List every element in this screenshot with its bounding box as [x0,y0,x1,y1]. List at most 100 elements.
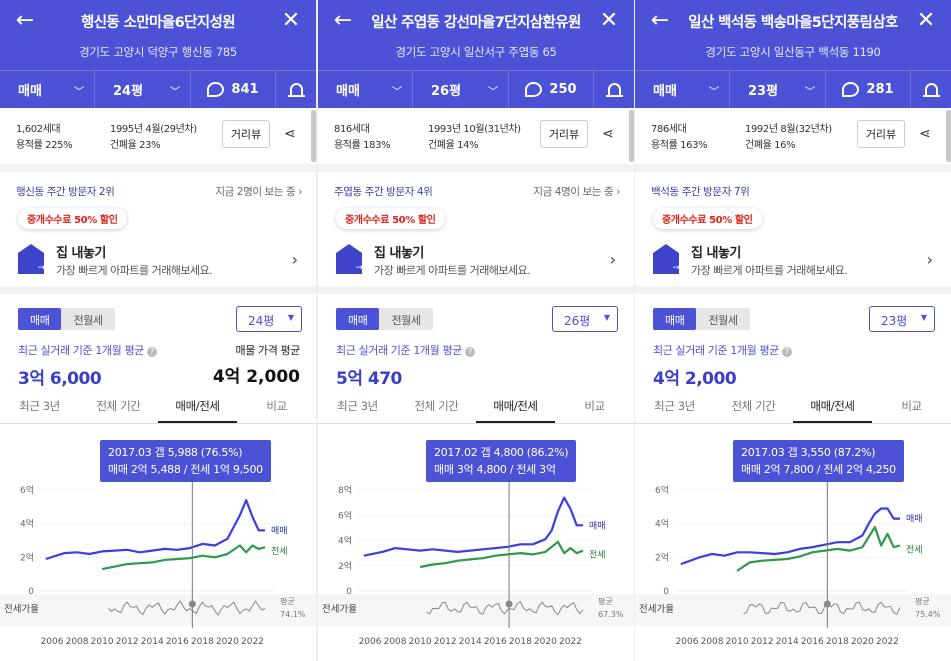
chevron-right-icon: › [291,250,298,269]
street-view-button[interactable]: 거리뷰 [857,120,905,148]
size-select[interactable]: 24평 ﹀ [95,71,191,108]
comments-button[interactable]: 841 [191,71,276,108]
tab-all-period[interactable]: 전체 기간 [731,399,776,413]
help-icon[interactable]: ? [464,347,475,357]
discount-badge: 중개수수료 50% 할인 [18,208,127,229]
floor-area-ratio: 용적률 225% [16,140,73,151]
sell-promo-card[interactable]: 중개수수료 50% 할인 집 내놓기 가장 빠르게 아파트를 거래해보세요. › [0,202,316,294]
deal-type-label: 매매 [336,84,360,99]
toggle-rent[interactable]: 전월세 [73,314,103,327]
size-label: 26평 [431,84,462,99]
tab-sale-vs-jeonse[interactable]: 매매/전세 [158,390,237,423]
series-line-sale [45,498,265,561]
listing-avg-value: 4억 2,000 [212,367,300,387]
tab-recent-3y[interactable]: 최근 3년 [337,399,378,413]
close-icon[interactable]: ✕ [281,8,301,33]
series-label: 매매 [589,520,606,531]
help-icon[interactable]: ? [781,347,792,357]
tab-all-period[interactable]: 전체 기간 [96,399,141,413]
deal-type-select[interactable]: 매매 ﹀ [318,71,413,108]
deal-type-select[interactable]: 매매 ﹀ [0,71,95,108]
filter-row: 매매 ﹀ 26평 ﹀ 250 [318,70,634,108]
back-arrow-icon[interactable]: ← [650,8,670,33]
promo-title: 집 내놓기 [56,246,106,261]
toggle-rent[interactable]: 전월세 [391,314,421,327]
apartment-panel-3: ← 일산 백석동 백송마을5단지풍림삼호 ✕ 경기도 고양시 일산동구 백석동 … [635,0,951,661]
toggle-rent[interactable]: 전월세 [708,314,738,327]
tab-sale-vs-jeonse[interactable]: 매매/전세 [476,390,555,423]
tab-recent-3y[interactable]: 최근 3년 [19,399,60,413]
notification-button[interactable] [911,71,951,108]
x-tick-label: 2010 [726,637,749,647]
close-icon[interactable]: ✕ [599,8,619,33]
tab-compare[interactable]: 비교 [584,399,605,413]
comments-count: 841 [231,82,259,97]
back-arrow-icon[interactable]: ← [333,8,353,33]
live-viewers-link[interactable]: 지금 4명이 보는 중 › [533,186,620,198]
scrollbar[interactable] [311,110,316,162]
toggle-sale[interactable]: 매매 [18,308,62,330]
share-icon[interactable]: ⋖ [284,126,296,142]
sell-promo-card[interactable]: 중개수수료 50% 할인 집 내놓기 가장 빠르게 아파트를 거래해보세요. › [318,202,634,294]
close-icon[interactable]: ✕ [916,8,936,33]
share-icon[interactable]: ⋖ [602,126,614,142]
price-chart[interactable]: 8억 6억 4억 2억 0 전세가율 평균 67.3% 매매 전세 2006 2008 2010 2012… [318,438,634,661]
price-chart[interactable]: 6억 4억 2억 0 전세가율 평균 74.1% 매매 전세 2006 2008 2010 2012 20… [0,438,316,661]
help-icon[interactable]: ? [146,347,157,357]
bell-icon [922,83,940,97]
x-tick-label: 2006 [359,637,382,647]
price-basis: 최근 실거래 기준 1개월 평균? [336,342,475,358]
trade-toggle: 매매 전월세 [653,308,750,330]
size-select[interactable]: 23평 ﹀ [730,71,826,108]
header-bar: ← 일산 백석동 백송마을5단지풍림삼호 ✕ 경기도 고양시 일산동구 백석동 … [635,0,951,108]
size-dropdown[interactable]: 23평 [869,306,935,332]
promo-title: 집 내놓기 [374,246,424,261]
comments-count: 250 [549,82,577,97]
tooltip-gap-line: 2017.03 갭 3,550 (87.2%) [741,446,876,459]
tab-recent-3y[interactable]: 최근 3년 [654,399,695,413]
notification-button[interactable] [594,71,634,108]
ratio-avg-label: 평균 [915,596,930,606]
street-view-button[interactable]: 거리뷰 [222,120,270,148]
deal-type-select[interactable]: 매매 ﹀ [635,71,730,108]
size-dropdown[interactable]: 26평 [552,306,618,332]
x-tick-label: 2014 [141,637,164,647]
toggle-sale[interactable]: 매매 [653,308,697,330]
sell-promo-card[interactable]: 중개수수료 50% 할인 집 내놓기 가장 빠르게 아파트를 거래해보세요. › [635,202,951,294]
back-arrow-icon[interactable]: ← [15,8,35,33]
scrollbar[interactable] [629,110,634,162]
scrollbar[interactable] [946,110,951,162]
notification-button[interactable] [276,71,316,108]
building-coverage: 건폐율 16% [745,140,796,151]
y-tick-label: 0 [28,587,34,597]
tab-sale-vs-jeonse[interactable]: 매매/전세 [793,390,872,423]
share-icon[interactable]: ⋖ [919,126,931,142]
promo-title: 집 내놓기 [691,246,741,261]
chevron-down-icon: ﹀ [392,87,402,98]
comment-bubble-icon [525,82,543,97]
series-label: 전세 [589,550,606,561]
tab-compare[interactable]: 비교 [266,399,287,413]
x-tick-label: 2020 [851,637,874,647]
y-tick-label: 4억 [655,518,669,530]
street-view-button[interactable]: 거리뷰 [540,120,588,148]
series-label: 매매 [271,525,288,536]
ratio-band [0,594,316,626]
chevron-down-icon: ﹀ [805,87,815,98]
comments-button[interactable]: 281 [826,71,911,108]
size-dropdown[interactable]: 24평 [236,306,302,332]
y-tick-label: 4억 [20,518,34,530]
price-chart[interactable]: 6억 4억 2억 0 전세가율 평균 75.4% 매매 전세 2006 2008 2010 2012 20… [635,438,951,661]
tab-all-period[interactable]: 전체 기간 [414,399,459,413]
toggle-sale[interactable]: 매매 [336,308,380,330]
tab-compare[interactable]: 비교 [901,399,922,413]
x-tick-label: 2018 [826,637,849,647]
apartment-panel-1: ← 행신동 소만마을6단지성원 ✕ 경기도 고양시 덕양구 행신동 785 매매… [0,0,316,661]
size-select[interactable]: 26평 ﹀ [413,71,509,108]
x-tick-label: 2022 [876,637,899,647]
price-basis: 최근 실거래 기준 1개월 평균? [653,342,792,358]
price-basis: 최근 실거래 기준 1개월 평균? [18,342,157,358]
comments-button[interactable]: 250 [509,71,594,108]
comment-bubble-icon [207,82,225,97]
live-viewers-link[interactable]: 지금 2명이 보는 중 › [215,186,302,198]
